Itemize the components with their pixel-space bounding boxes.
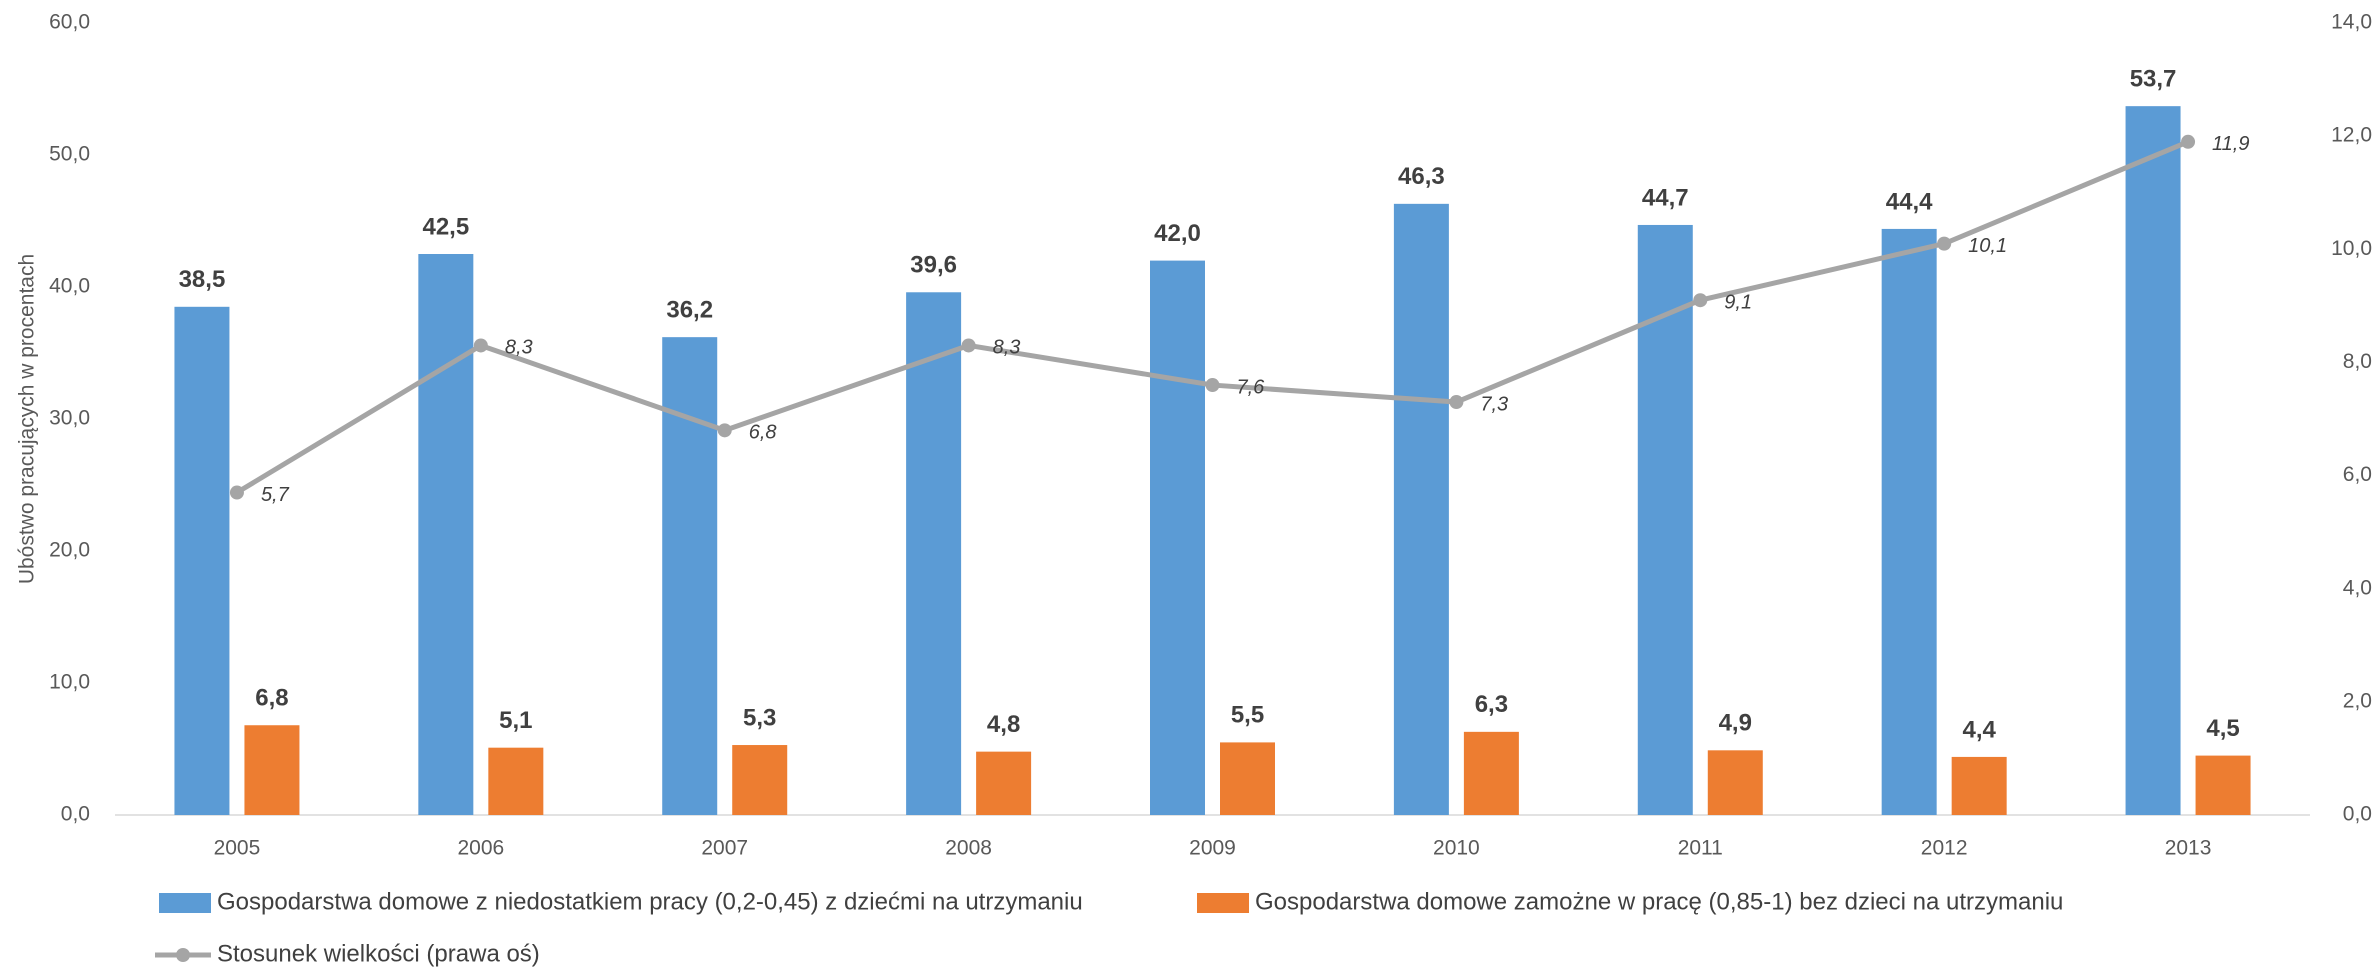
marker [717,423,732,438]
marker [1205,378,1220,393]
y-tick-label: 20,0 [49,539,90,562]
x-tick-label: 2007 [701,837,748,860]
value-label: 4,8 [987,711,1020,738]
y2-tick-label: 4,0 [2343,576,2372,599]
value-label: 6,3 [1475,691,1508,718]
y-tick-label: 0,0 [61,803,90,826]
y-tick-label: 60,0 [49,11,90,34]
bar [1951,756,2007,815]
value-label: 7,3 [1480,393,1508,415]
bar [732,745,788,815]
value-label: 42,5 [422,213,469,240]
value-label: 36,2 [666,297,713,324]
value-label: 7,6 [1237,376,1266,398]
y2-tick-label: 8,0 [2343,350,2372,373]
x-tick-label: 2005 [214,837,261,860]
y2-tick-label: 10,0 [2331,237,2372,260]
y-axis-title: Ubóstwo pracujących w procentach [16,254,39,584]
bar [488,747,544,815]
x-tick-label: 2008 [945,837,992,860]
value-label: 11,9 [2212,133,2249,155]
legend-label: Stosunek wielkości (prawa oś) [217,940,540,967]
value-label: 4,5 [2206,715,2239,742]
y-tick-label: 40,0 [49,275,90,298]
marker [1449,395,1464,410]
value-label: 39,6 [910,252,957,279]
marker [2181,134,2196,149]
value-label: 42,0 [1154,220,1201,247]
x-tick-label: 2006 [457,837,504,860]
y2-tick-label: 2,0 [2343,689,2372,712]
marker [473,338,488,353]
legend-label: Gospodarstwa domowe zamożne w pracę (0,8… [1255,888,2063,915]
y-tick-label: 30,0 [49,407,90,430]
x-tick-label: 2010 [1433,837,1480,860]
y-tick-label: 50,0 [49,143,90,166]
value-label: 44,4 [1886,188,1933,215]
value-label: 10,1 [1968,235,2007,257]
x-tick-label: 2009 [1189,837,1236,860]
bar [1220,742,1275,815]
bar [244,725,300,815]
value-label: 6,8 [749,422,777,444]
value-label: 53,7 [2130,66,2177,93]
marker [1693,293,1708,308]
marker [1937,236,1952,251]
y2-tick-label: 0,0 [2343,803,2372,826]
bar [1393,203,1449,816]
bar [1463,731,1519,815]
value-label: 38,5 [179,266,226,293]
bar [976,751,1032,815]
bar [2125,106,2181,815]
y2-tick-label: 14,0 [2331,11,2372,34]
legend-swatch [1197,893,1249,913]
value-label: 4,4 [1962,716,1996,743]
x-tick-label: 2013 [2165,837,2212,860]
value-label: 46,3 [1398,163,1445,190]
marker [229,485,244,500]
bar [1707,750,1763,815]
value-label: 4,9 [1719,710,1752,737]
value-label: 8,3 [993,337,1021,359]
bar [906,292,962,815]
bar [418,254,474,815]
value-label: 5,1 [499,707,532,734]
y2-tick-label: 12,0 [2331,124,2372,147]
value-label: 8,3 [505,337,533,359]
value-label: 5,5 [1231,702,1264,729]
legend-swatch [159,893,211,913]
y2-tick-label: 6,0 [2343,463,2372,486]
value-label: 5,7 [261,484,290,506]
x-tick-label: 2011 [1678,837,1723,860]
bar [1881,228,1937,816]
bar [174,306,230,815]
value-label: 6,8 [255,685,288,712]
value-label: 44,7 [1642,184,1689,211]
bar [1150,260,1205,816]
value-label: 9,1 [1724,291,1752,313]
bar [2195,755,2251,815]
x-tick-label: 2012 [1921,837,1968,860]
marker [961,338,976,353]
legend-label: Gospodarstwa domowe z niedostatkiem prac… [217,888,1083,915]
value-label: 5,3 [743,704,776,731]
legend-swatch [176,948,190,962]
y-tick-label: 10,0 [49,671,90,694]
